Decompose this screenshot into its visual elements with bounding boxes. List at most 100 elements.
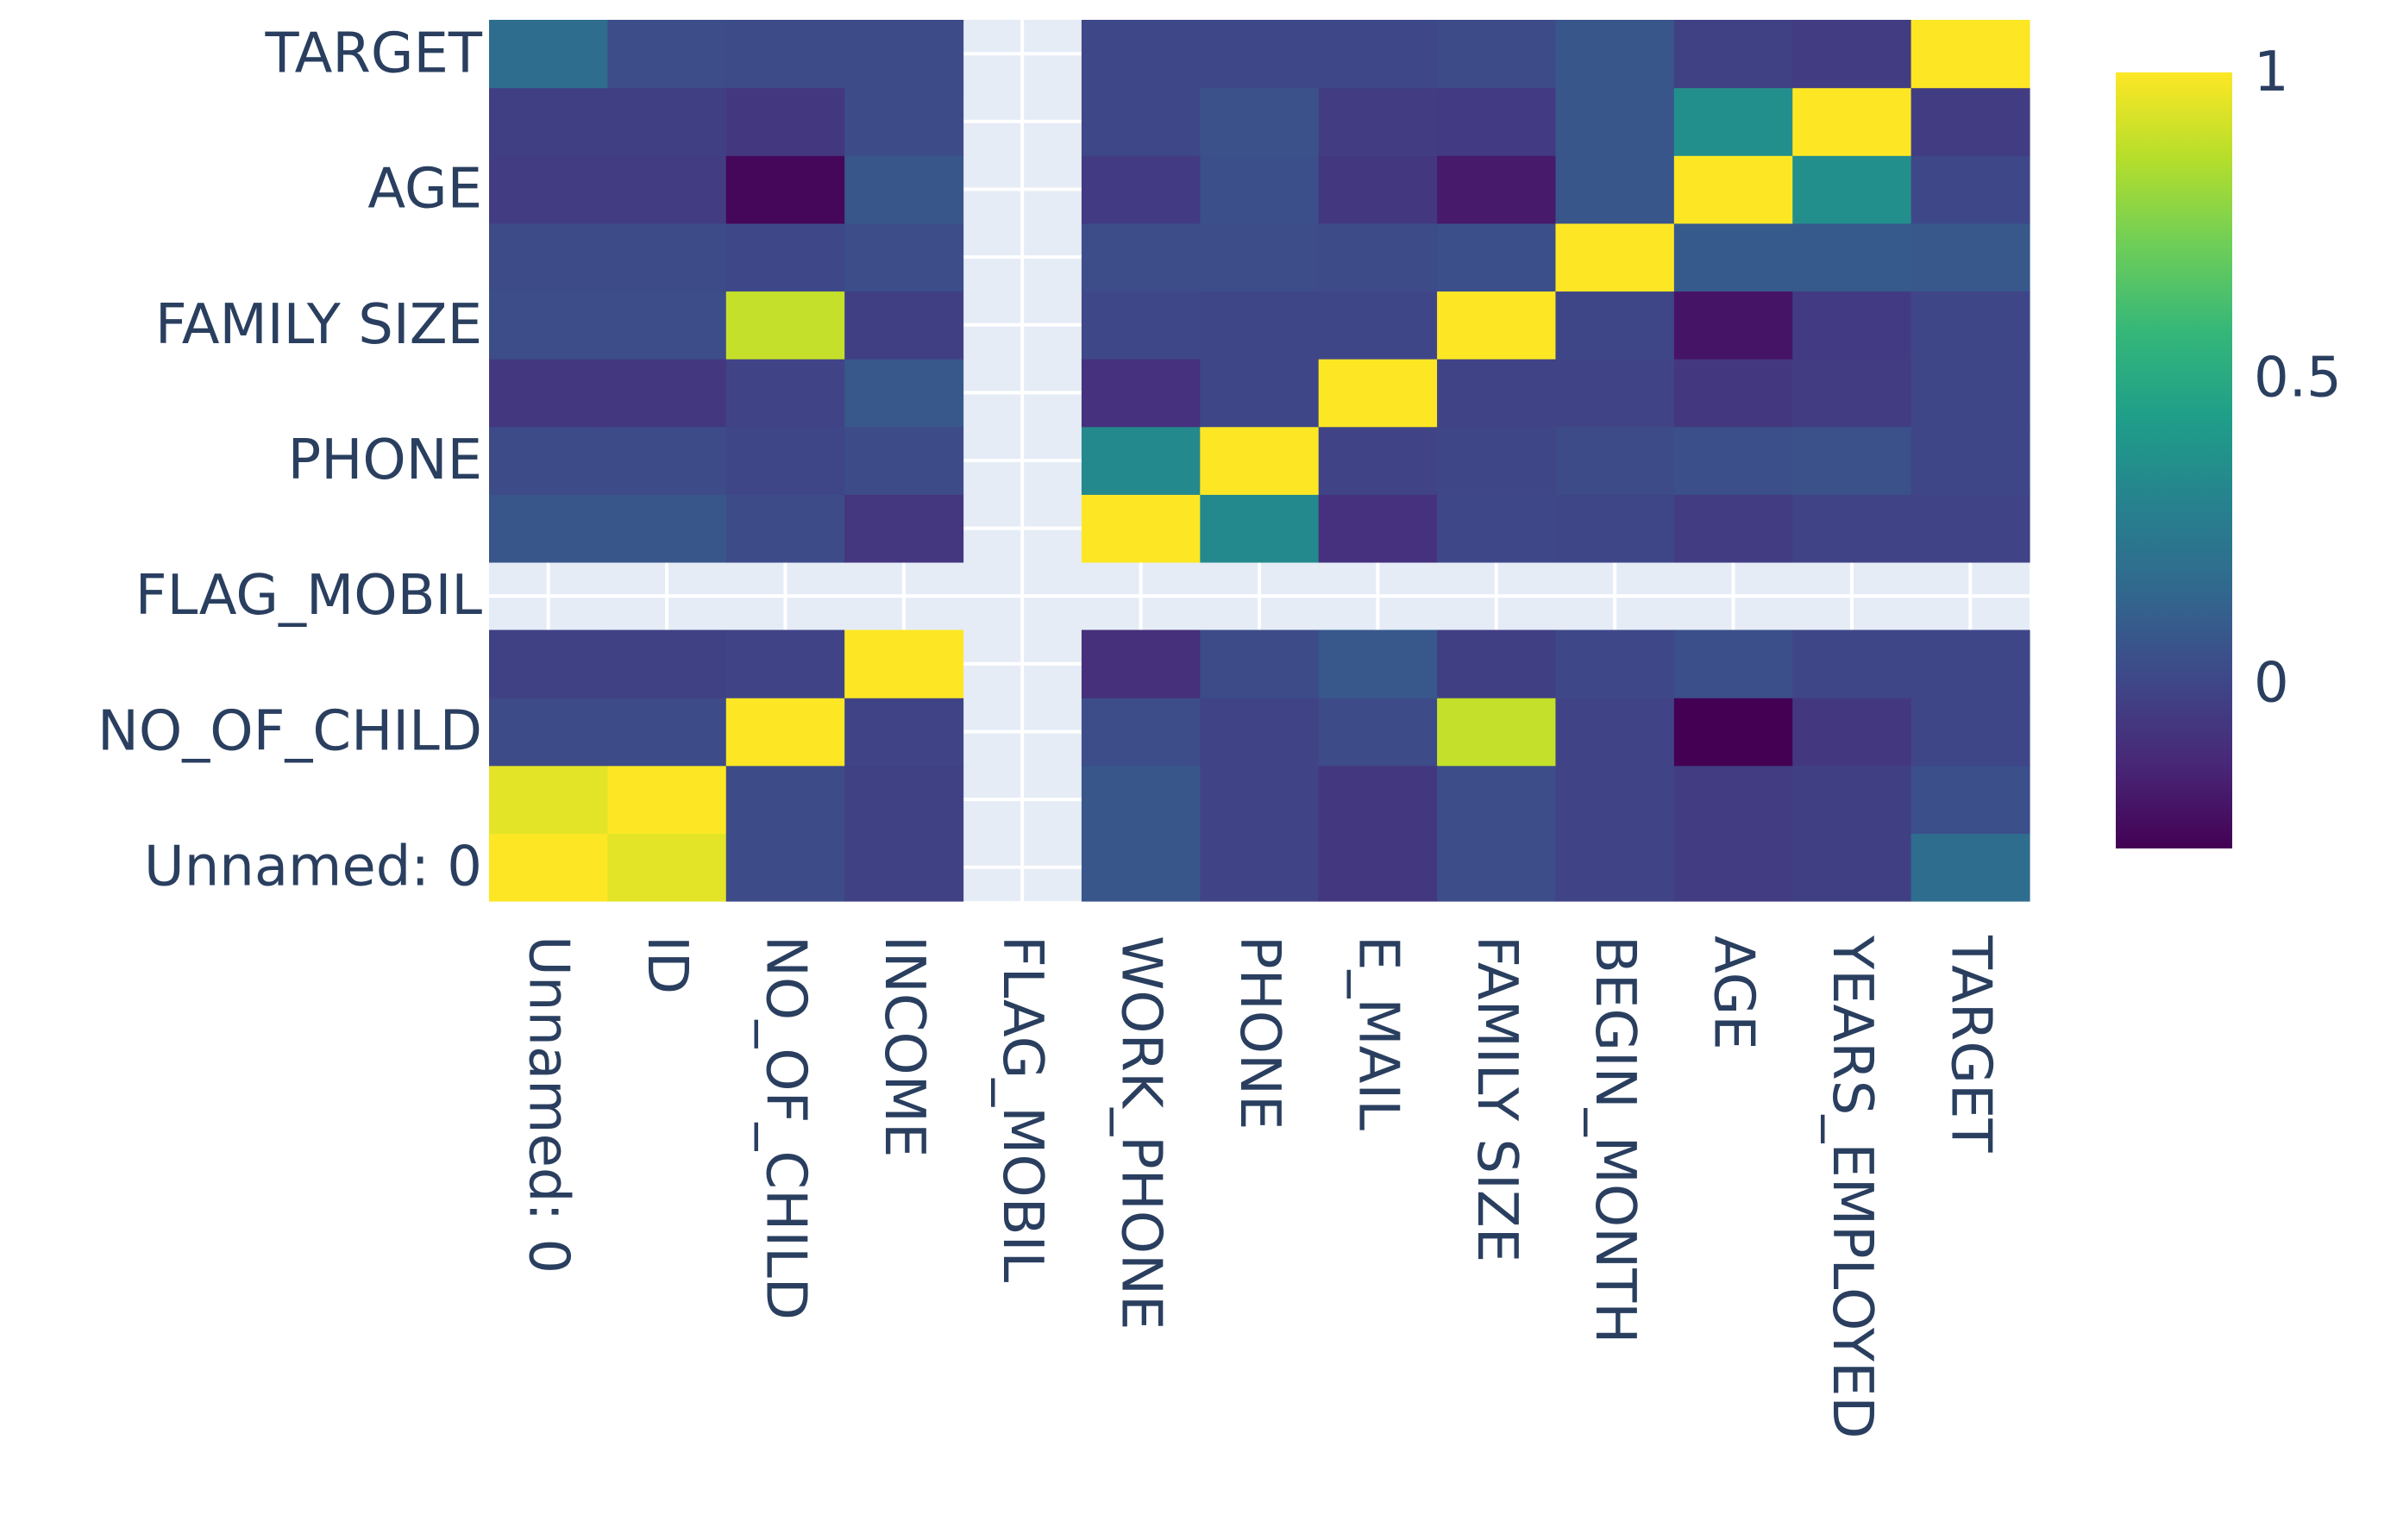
heatmap-cell: [1792, 20, 1912, 89]
heatmap-cell: [725, 426, 845, 495]
heatmap-cell: [1673, 494, 1793, 563]
heatmap-cell: [1673, 155, 1793, 224]
heatmap-cell: [1200, 20, 1320, 89]
heatmap-cell: [1910, 155, 2030, 224]
heatmap-cell: [1437, 765, 1557, 834]
heatmap-cell: [844, 87, 964, 156]
heatmap-cell: [1673, 833, 1793, 902]
heatmap-cell: [725, 698, 845, 767]
heatmap-cell: [1555, 629, 1675, 698]
heatmap-cell: [1081, 698, 1201, 767]
y-tick-label: FAMILY SIZE: [155, 293, 482, 357]
heatmap-cell: [844, 291, 964, 360]
heatmap-cell: [844, 765, 964, 834]
heatmap-cell: [1555, 359, 1675, 428]
heatmap-cell: [489, 20, 608, 89]
heatmap-cell: [1318, 20, 1438, 89]
heatmap-cell: [489, 698, 608, 767]
heatmap-cell: [1673, 426, 1793, 495]
heatmap-cell: [725, 87, 845, 156]
heatmap-cell: [607, 629, 727, 698]
heatmap-cell: [1555, 291, 1675, 360]
heatmap-cell: [1792, 629, 1912, 698]
x-tick-label: FLAG_MOBIL: [990, 936, 1054, 1283]
heatmap-cell: [1555, 426, 1675, 495]
x-tick-label: BEGIN_MONTH: [1583, 936, 1647, 1343]
heatmap-cell: [1318, 155, 1438, 224]
heatmap-cell: [1555, 494, 1675, 563]
heatmap-cell: [1081, 629, 1201, 698]
heatmap-cell: [607, 833, 727, 902]
heatmap-cell: [725, 629, 845, 698]
colorbar-tick-label: 0: [2254, 652, 2289, 716]
heatmap-cell: [1910, 698, 2030, 767]
heatmap-cell: [1910, 20, 2030, 89]
heatmap-cell: [1792, 426, 1912, 495]
x-tick-label: E_MAIL: [1346, 936, 1409, 1130]
heatmap-cell: [1673, 765, 1793, 834]
heatmap-cell: [1200, 833, 1320, 902]
heatmap-cell: [1437, 833, 1557, 902]
heatmap-cell: [1555, 87, 1675, 156]
x-tick-label: TARGET: [1938, 935, 2002, 1153]
heatmap-cell: [1318, 765, 1438, 834]
heatmap-cell: [725, 291, 845, 360]
y-tick-label: PHONE: [288, 429, 482, 492]
heatmap-cell: [1437, 87, 1557, 156]
heatmap-cell: [1200, 222, 1320, 292]
heatmap-cell: [1555, 698, 1675, 767]
x-tick-label: AGE: [1702, 936, 1766, 1050]
heatmap-cell: [1200, 426, 1320, 495]
colorbar-tick-label: 1: [2254, 41, 2289, 104]
heatmap-cell: [1437, 426, 1557, 495]
heatmap-cell: [725, 155, 845, 224]
heatmap-cell: [1437, 155, 1557, 224]
heatmap-cell: [1792, 833, 1912, 902]
y-tick-label: AGE: [367, 158, 482, 222]
heatmap-cell: [1437, 629, 1557, 698]
heatmap-cell: [1200, 698, 1320, 767]
heatmap-cell: [607, 87, 727, 156]
heatmap-cell: [489, 629, 608, 698]
heatmap-cell: [1200, 629, 1320, 698]
heatmap-cell: [1318, 87, 1438, 156]
heatmap-cell: [1200, 494, 1320, 563]
heatmap-cell: [489, 291, 608, 360]
heatmap-cell: [1555, 765, 1675, 834]
heatmap-cell: [1318, 359, 1438, 428]
heatmap-cell: [1910, 222, 2030, 292]
heatmap-cell: [1081, 359, 1201, 428]
heatmap-cell: [844, 359, 964, 428]
heatmap-cell: [1318, 494, 1438, 563]
x-tick-label: Unnamed: 0: [517, 936, 580, 1274]
heatmap-cell: [1910, 359, 2030, 428]
heatmap-cell: [489, 426, 608, 495]
heatmap-cell: [607, 698, 727, 767]
heatmap-cell: [844, 155, 964, 224]
heatmap-cell: [1318, 426, 1438, 495]
heatmap-cell: [1200, 291, 1320, 360]
heatmap-cell: [1792, 698, 1912, 767]
heatmap-cell: [489, 494, 608, 563]
heatmap-cell: [1437, 698, 1557, 767]
heatmap-cell: [489, 87, 608, 156]
heatmap-cell: [1910, 765, 2030, 834]
y-tick-label: NO_OF_CHILD: [97, 699, 482, 763]
heatmap-cell: [1792, 359, 1912, 428]
heatmap-cell: [725, 494, 845, 563]
heatmap-cell: [725, 222, 845, 292]
heatmap-cell: [1555, 155, 1675, 224]
heatmap-cell: [844, 698, 964, 767]
heatmap-cell: [725, 359, 845, 428]
heatmap-cell: [1673, 87, 1793, 156]
heatmap-cell: [1792, 87, 1912, 156]
heatmap-cell: [1318, 222, 1438, 292]
heatmap-cell: [607, 426, 727, 495]
heatmap-cell: [1081, 833, 1201, 902]
heatmap-cell: [1910, 291, 2030, 360]
heatmap-cell: [1792, 222, 1912, 292]
heatmap-cell: [725, 765, 845, 834]
heatmap-cell: [1081, 426, 1201, 495]
